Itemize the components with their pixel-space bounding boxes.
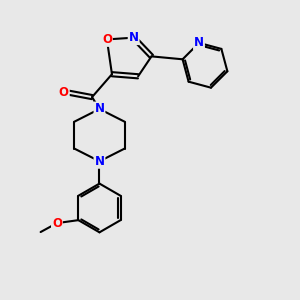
Text: O: O — [102, 33, 112, 46]
Text: N: N — [129, 31, 139, 44]
Text: N: N — [94, 155, 104, 168]
Text: O: O — [59, 85, 69, 98]
Text: N: N — [94, 103, 104, 116]
Text: O: O — [52, 217, 62, 230]
Text: N: N — [194, 36, 204, 50]
